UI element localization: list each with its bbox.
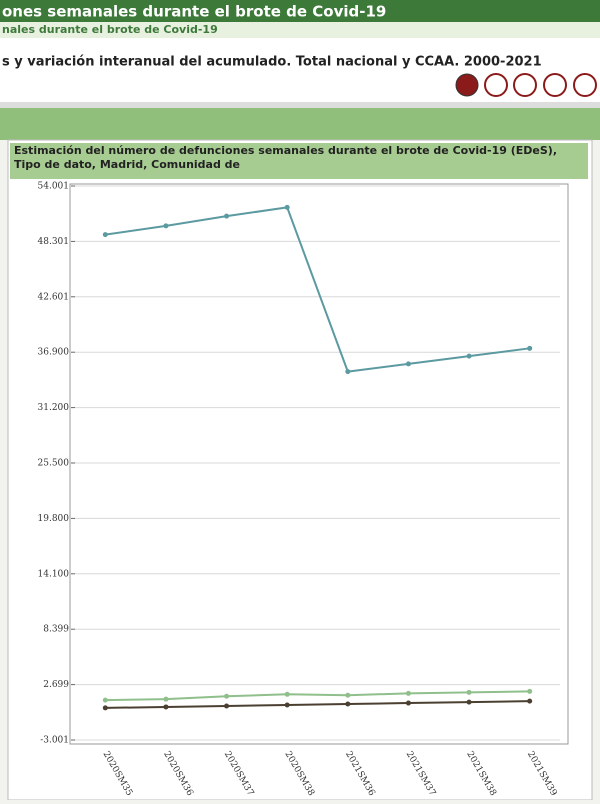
embed-icon[interactable] bbox=[513, 73, 537, 97]
chart-title-box bbox=[10, 143, 588, 179]
series-line bbox=[105, 206, 530, 373]
y-tick-label: 42.601 bbox=[38, 292, 70, 302]
chart-title: Estimación del número de defunciones sem… bbox=[14, 144, 558, 171]
point bbox=[345, 701, 351, 707]
point bbox=[224, 693, 230, 699]
section-bar bbox=[0, 108, 600, 140]
point bbox=[466, 699, 472, 705]
point bbox=[345, 692, 351, 698]
subtitle-area bbox=[0, 38, 600, 102]
y-tick-label: 14.100 bbox=[38, 569, 70, 579]
plot-frame bbox=[69, 183, 569, 745]
y-tick-label: 2.699 bbox=[43, 680, 69, 690]
point bbox=[466, 353, 472, 359]
divider bbox=[0, 102, 600, 108]
y-tick-label: 31.200 bbox=[38, 403, 70, 413]
y-tick-label: 48.301 bbox=[38, 237, 70, 247]
y-tick-label: 54.001 bbox=[38, 182, 70, 192]
y-tick-label: 19.800 bbox=[38, 514, 70, 524]
point bbox=[405, 700, 411, 706]
table-icon[interactable] bbox=[543, 73, 567, 97]
point bbox=[284, 691, 290, 697]
breadcrumb-bar bbox=[0, 22, 600, 38]
subtitle: s y variación interanual del acumulado. … bbox=[2, 55, 542, 70]
point bbox=[284, 204, 290, 210]
settings-icon[interactable] bbox=[455, 73, 479, 97]
point bbox=[345, 369, 351, 375]
expand-icon[interactable] bbox=[573, 73, 597, 97]
point bbox=[466, 689, 472, 695]
download-icon[interactable] bbox=[484, 73, 508, 97]
point bbox=[102, 705, 108, 711]
y-tick-label: -3.001 bbox=[40, 736, 69, 746]
point bbox=[405, 361, 411, 367]
y-tick-label: 8.399 bbox=[43, 625, 69, 635]
point bbox=[163, 704, 169, 710]
point bbox=[527, 345, 533, 351]
breadcrumb: nales durante el brote de Covid-19 bbox=[2, 23, 218, 36]
point bbox=[102, 232, 108, 238]
point bbox=[224, 213, 230, 219]
top-bar bbox=[0, 0, 600, 22]
y-tick-label: 25.500 bbox=[38, 459, 70, 469]
point bbox=[102, 697, 108, 703]
series-line bbox=[105, 700, 530, 709]
page-title: ones semanales durante el brote de Covid… bbox=[2, 3, 386, 21]
point bbox=[163, 223, 169, 229]
chart-title-wrap: Estimación del número de defunciones sem… bbox=[14, 144, 558, 171]
point bbox=[405, 690, 411, 696]
point bbox=[163, 696, 169, 702]
point bbox=[527, 698, 533, 704]
point bbox=[527, 688, 533, 694]
series-line bbox=[105, 690, 530, 702]
point bbox=[284, 702, 290, 708]
toolbar bbox=[455, 73, 597, 97]
y-tick-label: 36.900 bbox=[38, 348, 70, 358]
point bbox=[224, 703, 230, 709]
